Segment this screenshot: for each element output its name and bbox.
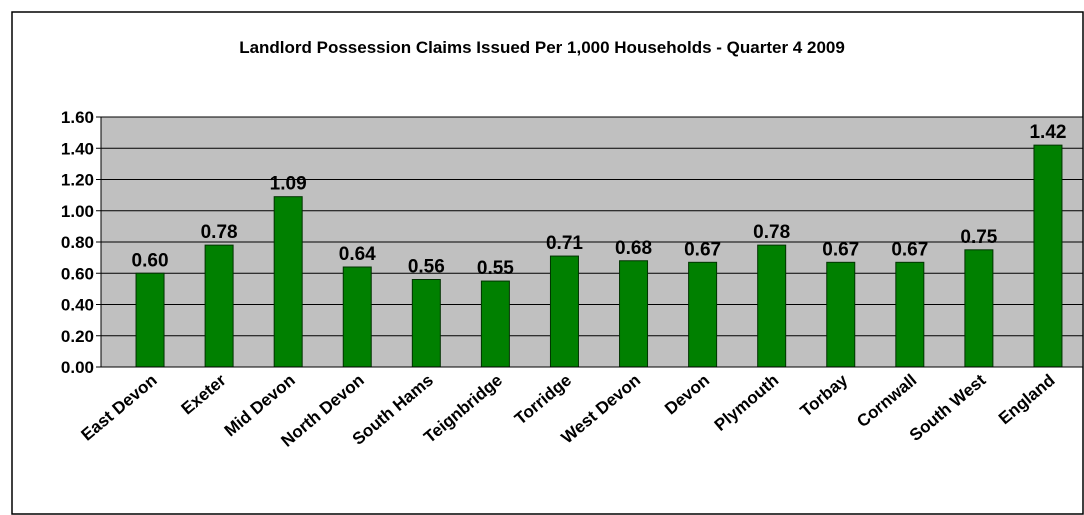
data-label: 0.67	[684, 239, 721, 260]
bar	[826, 261, 856, 368]
y-tick-label: 0.80	[61, 233, 94, 252]
bar	[757, 244, 787, 368]
y-tick-label: 1.00	[61, 202, 94, 221]
y-tick-label: 1.20	[61, 171, 94, 190]
data-label: 0.71	[546, 233, 583, 254]
bar	[273, 196, 303, 368]
data-label: 0.78	[753, 222, 790, 243]
data-label: 0.78	[201, 222, 238, 243]
bar	[964, 249, 994, 368]
data-label: 1.42	[1029, 122, 1066, 143]
data-label: 0.68	[615, 238, 652, 259]
data-label: 0.64	[339, 244, 376, 265]
bar	[204, 244, 234, 368]
y-tick-label: 0.60	[61, 264, 94, 283]
data-label: 1.09	[270, 174, 307, 195]
bar	[895, 261, 925, 368]
y-tick-label: 0.00	[61, 358, 94, 377]
data-label: 0.67	[822, 239, 859, 260]
y-tick-label: 0.20	[61, 327, 94, 346]
bar	[342, 266, 372, 368]
data-label: 0.55	[477, 258, 514, 279]
data-label: 0.60	[132, 250, 169, 271]
bar	[688, 261, 718, 368]
chart-title: Landlord Possession Claims Issued Per 1,…	[239, 38, 845, 57]
bar	[135, 272, 165, 368]
bar	[411, 279, 441, 368]
data-label: 0.56	[408, 257, 445, 278]
data-label: 0.75	[960, 227, 997, 248]
bar	[549, 255, 579, 368]
bar	[1033, 144, 1063, 368]
data-label: 0.67	[891, 239, 928, 260]
y-tick-label: 0.40	[61, 296, 94, 315]
bar	[619, 260, 649, 368]
bar	[480, 280, 510, 368]
y-tick-label: 1.60	[61, 108, 94, 127]
y-tick-label: 1.40	[61, 139, 94, 158]
